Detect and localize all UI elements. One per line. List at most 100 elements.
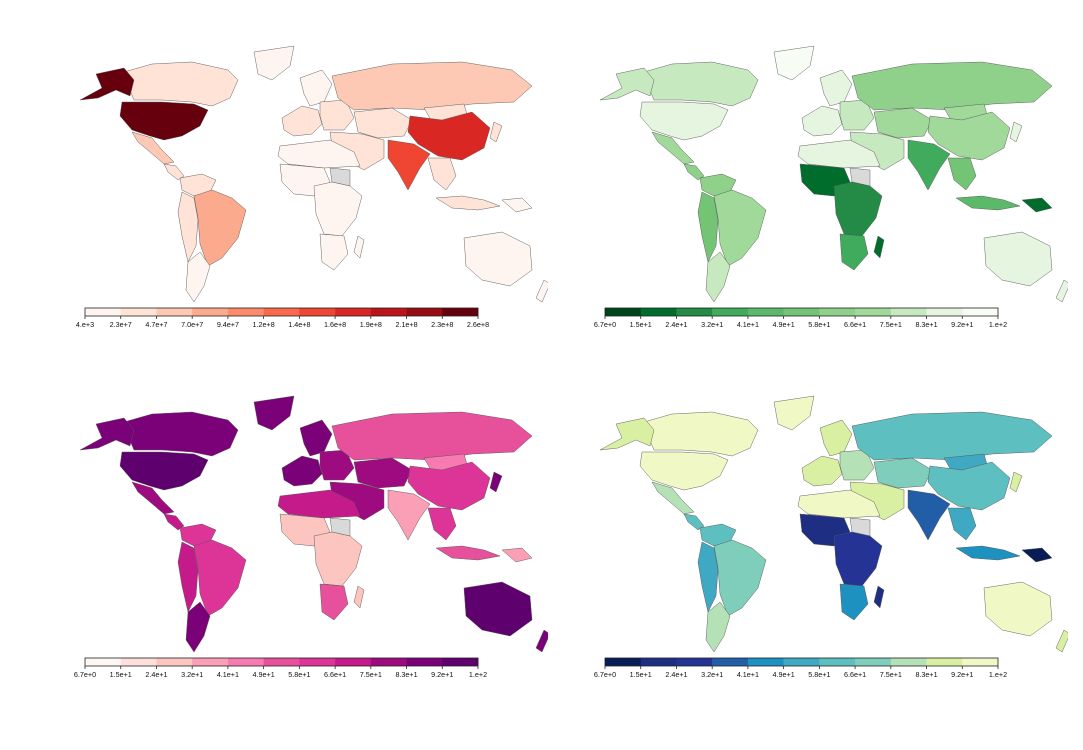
region-png <box>1021 547 1053 563</box>
region-russia <box>851 411 1053 461</box>
map-panel-top-right: 6.7e+0 1.5e+1 2.4e+1 3.2e+1 4.1e+1 4.9e+1 5.8e… <box>538 40 1068 400</box>
legend-tick-label: 1.9e+8 <box>360 320 382 329</box>
legend-tick-label: 6.6e+1 <box>324 670 346 679</box>
region-indonesia <box>435 545 501 561</box>
region-andes <box>697 191 719 263</box>
region-kazakh-central-asia <box>873 457 933 489</box>
legend-swatch <box>192 308 229 316</box>
map-land-group <box>79 45 548 303</box>
region-western-europe <box>801 455 843 487</box>
legend-tick-label: 4.1e+1 <box>217 670 239 679</box>
color-legend: 6.7e+0 1.5e+1 2.4e+1 3.2e+1 4.1e+1 4.9e+1 5.8e… <box>594 307 1007 329</box>
region-india <box>907 139 951 191</box>
legend-tick-label: 2.4e+1 <box>145 670 167 679</box>
legend-swatch <box>227 658 264 666</box>
region-madagascar <box>873 235 885 259</box>
map-land-group <box>599 395 1068 653</box>
legend-tick-label: 4.1e+1 <box>737 320 759 329</box>
region-brazil <box>713 189 767 267</box>
legend-tick-label: 6.7e+0 <box>594 320 616 329</box>
region-se-asia <box>427 507 457 541</box>
region-greenland <box>253 45 295 81</box>
legend-swatch <box>370 308 407 316</box>
legend-swatch <box>299 308 336 316</box>
legend-swatch <box>855 658 892 666</box>
map-panel-bottom-left: 6.7e+0 1.5e+1 2.4e+1 3.2e+1 4.1e+1 4.9e+1 5.8e… <box>18 390 548 750</box>
region-usa <box>119 101 209 141</box>
region-japan <box>489 121 503 143</box>
region-brazil <box>713 539 767 617</box>
legend-swatch <box>442 308 479 316</box>
world-map-top-left: 4.e+3 2.3e+7 4.7e+7 7.0e+7 9.4e+7 1.2e+8 1.4e+… <box>76 45 548 329</box>
region-usa <box>639 101 729 141</box>
legend-swatch <box>227 308 264 316</box>
legend-tick-label: 6.7e+0 <box>594 670 616 679</box>
region-mexico <box>651 131 695 165</box>
legend-tick-label: 1.5e+1 <box>630 670 652 679</box>
world-map-bottom-left: 6.7e+0 1.5e+1 2.4e+1 3.2e+1 4.1e+1 4.9e+1 5.8e… <box>74 395 548 679</box>
legend-swatch <box>263 308 300 316</box>
legend-frame <box>84 657 479 667</box>
region-alaska <box>79 67 135 101</box>
legend-tick-label: 1.6e+8 <box>324 320 346 329</box>
region-se-asia <box>947 157 977 191</box>
legend-tick-label: 6.6e+1 <box>844 320 866 329</box>
legend-swatch <box>605 308 642 316</box>
region-new-zealand <box>535 279 548 303</box>
region-greenland <box>773 45 815 81</box>
region-greenland <box>773 395 815 431</box>
region-indonesia <box>435 195 501 211</box>
legend-swatch <box>819 308 856 316</box>
legend-tick-label: 1.e+2 <box>989 320 1007 329</box>
region-canada <box>643 61 759 107</box>
region-scandinavia <box>299 69 333 107</box>
region-southern-africa <box>319 583 349 621</box>
region-southern-africa <box>839 233 869 271</box>
region-north-africa <box>277 489 361 519</box>
region-southern-cone <box>185 601 211 653</box>
legend-swatch <box>747 658 784 666</box>
legend-swatch <box>747 308 784 316</box>
legend-swatch <box>335 308 372 316</box>
legend-swatch <box>605 658 642 666</box>
region-central-east-africa <box>313 181 363 237</box>
legend-tick-label: 3.2e+1 <box>701 670 723 679</box>
region-scandinavia <box>819 69 853 107</box>
region-usa <box>639 451 729 491</box>
legend-swatch <box>819 658 856 666</box>
world-map-top-right: 6.7e+0 1.5e+1 2.4e+1 3.2e+1 4.1e+1 4.9e+1 5.8e… <box>594 45 1068 329</box>
legend-tick-label: 8.3e+1 <box>915 320 937 329</box>
region-india <box>907 489 951 541</box>
region-mexico <box>131 481 175 515</box>
legend-tick-label: 4.9e+1 <box>773 320 795 329</box>
legend-swatch <box>855 308 892 316</box>
legend-tick-label: 2.3e+7 <box>110 320 132 329</box>
legend-swatch <box>712 308 749 316</box>
legend-tick-label: 6.7e+0 <box>74 670 96 679</box>
legend-tick-label: 1.5e+1 <box>630 320 652 329</box>
region-central-east-africa <box>313 531 363 587</box>
region-brazil <box>193 539 247 617</box>
region-mexico <box>651 481 695 515</box>
legend-swatch <box>85 308 122 316</box>
region-new-zealand <box>535 629 548 653</box>
world-map-bottom-right: 6.7e+0 1.5e+1 2.4e+1 3.2e+1 4.1e+1 4.9e+1 5.8e… <box>594 395 1068 679</box>
map-land-group <box>79 395 548 653</box>
legend-swatch <box>335 658 372 666</box>
legend-swatch <box>156 308 193 316</box>
map-panel-bottom-right: 6.7e+0 1.5e+1 2.4e+1 3.2e+1 4.1e+1 4.9e+1 5.8e… <box>538 390 1068 750</box>
region-madagascar <box>873 585 885 609</box>
legend-swatch <box>299 658 336 666</box>
legend-swatch <box>120 658 157 666</box>
region-india <box>387 489 431 541</box>
region-north-africa <box>797 489 881 519</box>
legend-tick-label: 9.4e+7 <box>217 320 239 329</box>
legend-swatch <box>926 658 963 666</box>
legend-tick-label: 2.1e+8 <box>395 320 417 329</box>
region-canada <box>123 61 239 107</box>
region-kazakh-central-asia <box>873 107 933 139</box>
color-legend: 4.e+3 2.3e+7 4.7e+7 7.0e+7 9.4e+7 1.2e+8 1.4e+… <box>76 307 489 329</box>
legend-tick-label: 4.9e+1 <box>253 670 275 679</box>
legend-swatch <box>640 658 677 666</box>
region-greenland <box>253 395 295 431</box>
